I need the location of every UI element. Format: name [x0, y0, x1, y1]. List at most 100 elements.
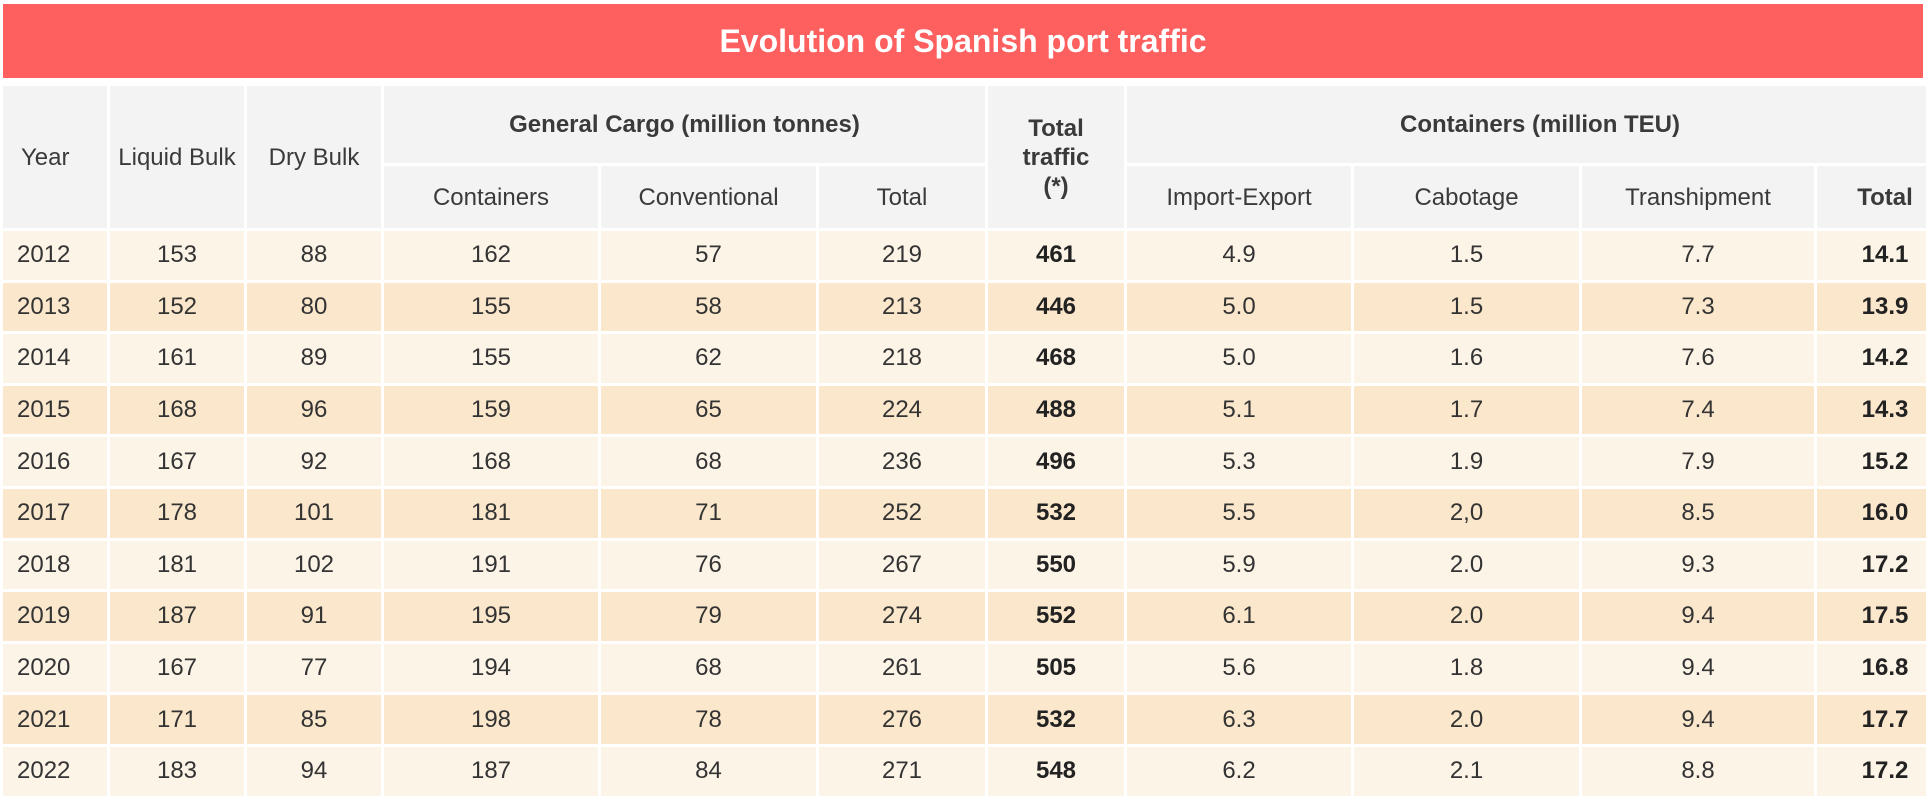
table-title: Evolution of Spanish port traffic [3, 4, 1923, 78]
header-liquid-bulk: Liquid Bulk [110, 86, 244, 228]
header-gc-total: Total [819, 166, 985, 228]
cell-gc-containers: 195 [384, 592, 598, 641]
cell-gc-total: 219 [819, 231, 985, 280]
cell-year: 2022 [3, 746, 107, 796]
header-cabotage: Cabotage [1354, 166, 1579, 228]
cell-liquid-bulk: 171 [110, 695, 244, 744]
cell-gc-total: 271 [819, 746, 985, 796]
cell-year: 2020 [3, 643, 107, 693]
cell-liquid-bulk: 161 [110, 334, 244, 383]
table-row: 2015 168 96 159 65 224 488 5.1 1.7 7.4 14.3 [3, 385, 1926, 435]
cell-teu-total: 17.5 [1817, 592, 1926, 641]
cell-cabotage: 1.9 [1354, 437, 1579, 486]
cell-import-export: 5.0 [1127, 334, 1351, 383]
cell-total-traffic: 505 [988, 643, 1124, 693]
cell-dry-bulk: 94 [247, 746, 381, 796]
cell-year: 2021 [3, 695, 107, 744]
cell-dry-bulk: 88 [247, 231, 381, 280]
cell-transhipment: 8.5 [1582, 488, 1814, 538]
cell-teu-total: 16.8 [1817, 643, 1926, 693]
header-gc-containers: Containers [384, 166, 598, 228]
cell-dry-bulk: 77 [247, 643, 381, 693]
cell-gc-conventional: 78 [601, 695, 816, 744]
cell-gc-conventional: 79 [601, 592, 816, 641]
table-row: 2020 167 77 194 68 261 505 5.6 1.8 9.4 16.8 [3, 643, 1926, 693]
cell-import-export: 6.1 [1127, 592, 1351, 641]
cell-cabotage: 2.0 [1354, 695, 1579, 744]
cell-year: 2016 [3, 437, 107, 486]
cell-import-export: 6.2 [1127, 746, 1351, 796]
table-row: 2013 152 80 155 58 213 446 5.0 1.5 7.3 13.9 [3, 282, 1926, 332]
cell-liquid-bulk: 167 [110, 437, 244, 486]
cell-year: 2014 [3, 334, 107, 383]
cell-dry-bulk: 85 [247, 695, 381, 744]
cell-gc-total: 261 [819, 643, 985, 693]
cell-cabotage: 1.8 [1354, 643, 1579, 693]
cell-import-export: 5.3 [1127, 437, 1351, 486]
cell-import-export: 5.5 [1127, 488, 1351, 538]
cell-gc-containers: 159 [384, 385, 598, 435]
cell-gc-total: 252 [819, 488, 985, 538]
cell-gc-conventional: 71 [601, 488, 816, 538]
header-import-export: Import-Export [1127, 166, 1351, 228]
cell-cabotage: 1.5 [1354, 282, 1579, 332]
cell-liquid-bulk: 178 [110, 488, 244, 538]
cell-import-export: 6.3 [1127, 695, 1351, 744]
cell-gc-total: 267 [819, 540, 985, 590]
table-row: 2021 171 85 198 78 276 532 6.3 2.0 9.4 17.7 [3, 695, 1926, 744]
cell-total-traffic: 552 [988, 592, 1124, 641]
cell-transhipment: 9.4 [1582, 592, 1814, 641]
cell-year: 2013 [3, 282, 107, 332]
cell-year: 2012 [3, 231, 107, 280]
header-year: Year [3, 86, 107, 228]
cell-total-traffic: 488 [988, 385, 1124, 435]
cell-import-export: 5.1 [1127, 385, 1351, 435]
cell-dry-bulk: 89 [247, 334, 381, 383]
cell-gc-containers: 155 [384, 334, 598, 383]
cell-cabotage: 2,0 [1354, 488, 1579, 538]
cell-gc-containers: 162 [384, 231, 598, 280]
cell-gc-containers: 198 [384, 695, 598, 744]
table-row: 2012 153 88 162 57 219 461 4.9 1.5 7.7 14.1 [3, 231, 1926, 280]
cell-total-traffic: 446 [988, 282, 1124, 332]
cell-teu-total: 17.2 [1817, 540, 1926, 590]
table-body: 2012 153 88 162 57 219 461 4.9 1.5 7.7 14.1 2013 152… [3, 231, 1926, 796]
cell-cabotage: 1.6 [1354, 334, 1579, 383]
cell-gc-conventional: 76 [601, 540, 816, 590]
cell-transhipment: 9.4 [1582, 643, 1814, 693]
cell-teu-total: 13.9 [1817, 282, 1926, 332]
cell-gc-conventional: 58 [601, 282, 816, 332]
cell-liquid-bulk: 168 [110, 385, 244, 435]
cell-total-traffic: 461 [988, 231, 1124, 280]
header-dry-bulk: Dry Bulk [247, 86, 381, 228]
cell-year: 2015 [3, 385, 107, 435]
cell-transhipment: 7.6 [1582, 334, 1814, 383]
cell-total-traffic: 496 [988, 437, 1124, 486]
cell-liquid-bulk: 153 [110, 231, 244, 280]
cell-transhipment: 8.8 [1582, 746, 1814, 796]
cell-import-export: 5.9 [1127, 540, 1351, 590]
cell-total-traffic: 532 [988, 695, 1124, 744]
cell-gc-conventional: 84 [601, 746, 816, 796]
cell-liquid-bulk: 152 [110, 282, 244, 332]
cell-teu-total: 17.2 [1817, 746, 1926, 796]
cell-year: 2019 [3, 592, 107, 641]
cell-dry-bulk: 80 [247, 282, 381, 332]
cell-gc-containers: 181 [384, 488, 598, 538]
cell-total-traffic: 468 [988, 334, 1124, 383]
cell-cabotage: 2.0 [1354, 540, 1579, 590]
cell-gc-conventional: 57 [601, 231, 816, 280]
cell-year: 2017 [3, 488, 107, 538]
cell-liquid-bulk: 167 [110, 643, 244, 693]
cell-transhipment: 7.4 [1582, 385, 1814, 435]
cell-teu-total: 16.0 [1817, 488, 1926, 538]
port-traffic-table: Year Liquid Bulk Dry Bulk General Cargo … [0, 83, 1926, 799]
table-row: 2019 187 91 195 79 274 552 6.1 2.0 9.4 17.5 [3, 592, 1926, 641]
header-teu-total: Total [1817, 166, 1926, 228]
table-row: 2017 178 101 181 71 252 532 5.5 2,0 8.5 16.0 [3, 488, 1926, 538]
cell-gc-containers: 191 [384, 540, 598, 590]
cell-cabotage: 2.1 [1354, 746, 1579, 796]
cell-transhipment: 9.4 [1582, 695, 1814, 744]
cell-teu-total: 17.7 [1817, 695, 1926, 744]
cell-gc-conventional: 65 [601, 385, 816, 435]
